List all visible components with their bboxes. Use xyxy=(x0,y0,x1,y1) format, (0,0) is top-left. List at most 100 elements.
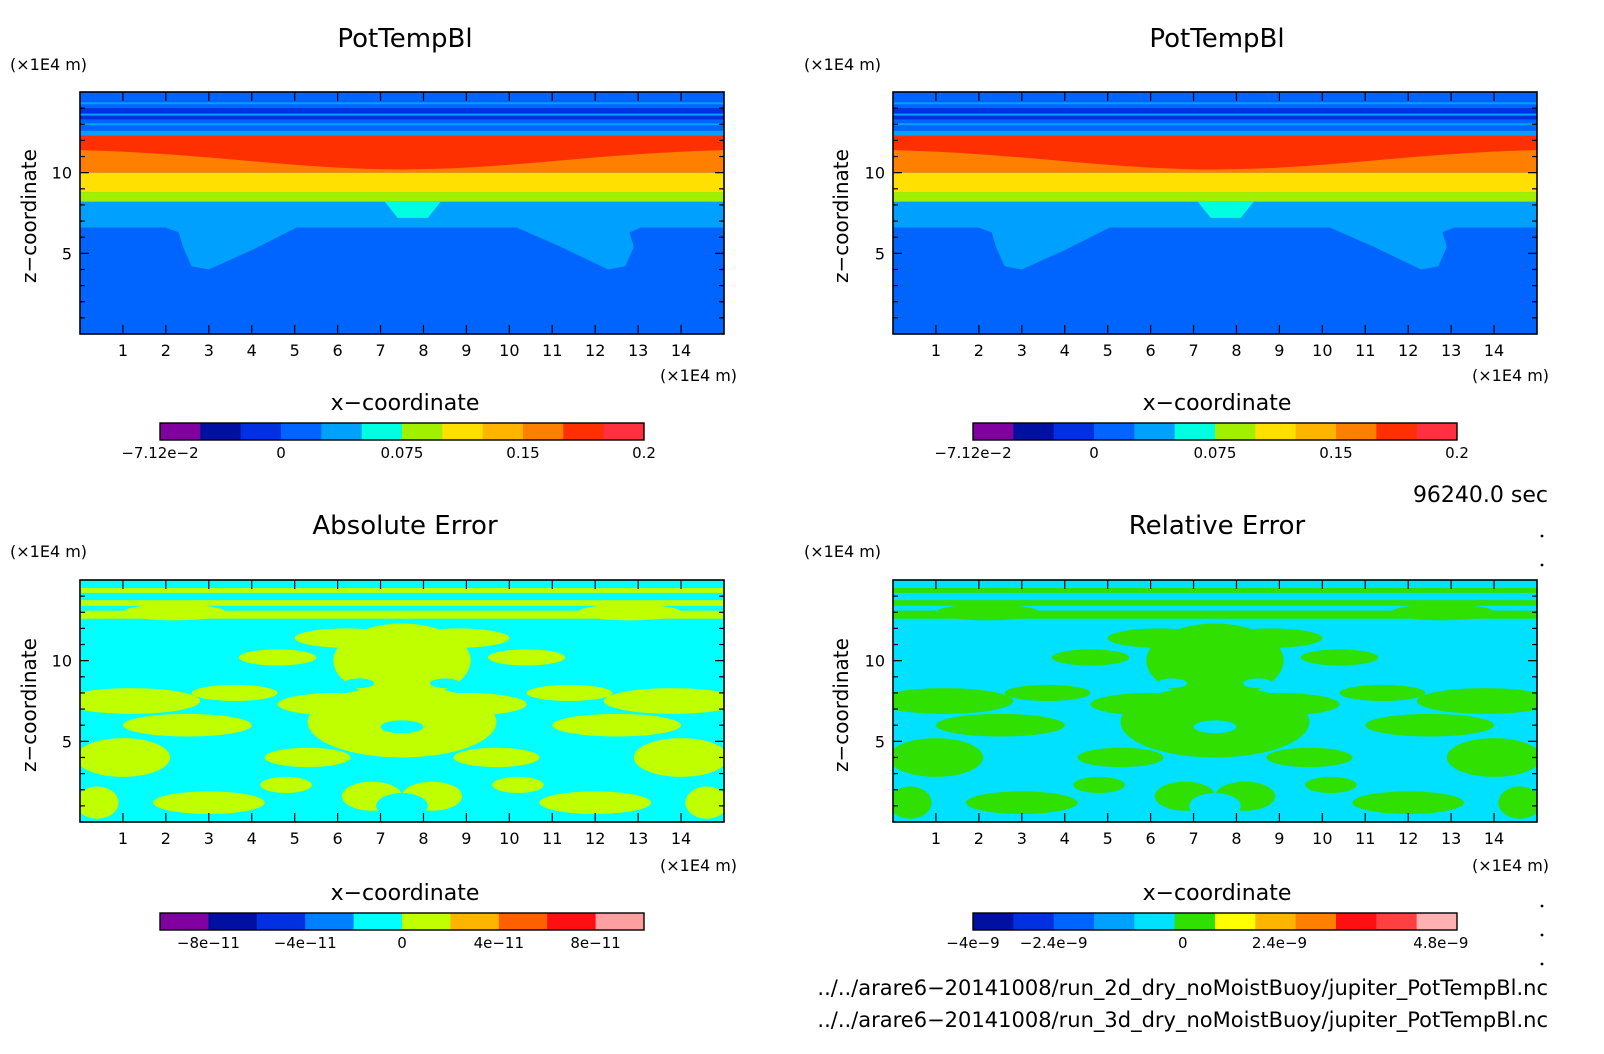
colorbar-frame xyxy=(159,422,645,441)
x-tick-label: 10 xyxy=(499,341,519,360)
error-hole xyxy=(376,792,428,819)
error-blob xyxy=(406,692,527,716)
x-unit-label: (×1E4 m) xyxy=(660,856,737,875)
colorbar-label: 8e−11 xyxy=(570,934,620,952)
error-blob xyxy=(1077,747,1164,768)
x-tick-label: 14 xyxy=(671,341,691,360)
colorbar-swatch xyxy=(1215,423,1256,440)
error-blob xyxy=(191,684,278,702)
x-tick-label: 4 xyxy=(1060,341,1070,360)
x-tick-label: 11 xyxy=(542,829,562,848)
x-tick-label: 11 xyxy=(542,341,562,360)
error-blob xyxy=(935,604,1039,621)
colorbar-swatch xyxy=(200,423,242,440)
y-tick-label: 5 xyxy=(875,732,885,751)
x-tick-label: 3 xyxy=(1017,341,1027,360)
y-tick-label: 10 xyxy=(865,164,885,183)
x-tick-label: 11 xyxy=(1355,829,1375,848)
contour-band-lime xyxy=(80,192,724,202)
contour-band-yellow xyxy=(80,172,724,193)
y-axis-label: z−coordinate xyxy=(829,638,853,772)
colorbar-swatch xyxy=(361,423,403,440)
colorbar-frame xyxy=(972,912,1458,931)
colorbar-label: 0.15 xyxy=(506,444,539,462)
colorbar-label: 0.2 xyxy=(632,444,656,462)
error-blob xyxy=(935,713,1065,737)
contour-stripe xyxy=(80,102,724,105)
x-tick-label: 7 xyxy=(1188,341,1198,360)
file-path-1: ../../arare6−20141008/run_2d_dry_noMoist… xyxy=(817,976,1548,1001)
error-blob xyxy=(1219,692,1340,716)
x-tick-label: 1 xyxy=(931,829,941,848)
panel-absolute-error: Absolute Error (×1E4 m) 1 2 3 4 5 6 7 8 9 10 11 12 1… xyxy=(10,511,737,952)
error-hole xyxy=(344,678,375,689)
dot-marker xyxy=(1540,904,1544,908)
x-tick-label: 13 xyxy=(628,341,648,360)
colorbar-swatch xyxy=(305,913,355,930)
x-axis-label: x−coordinate xyxy=(1143,391,1292,416)
colorbar-swatch xyxy=(603,423,645,440)
error-blob xyxy=(80,688,201,714)
plot-frame xyxy=(892,91,1538,335)
error-blob xyxy=(603,688,724,714)
y-unit-label: (×1E4 m) xyxy=(10,55,87,74)
colorbar-swatch xyxy=(1336,913,1377,930)
error-hole xyxy=(1242,678,1273,689)
colorbar-swatch xyxy=(256,913,306,930)
contour-center-cyan xyxy=(384,201,441,218)
y-axis-label: z−coordinate xyxy=(17,638,41,772)
error-blob xyxy=(893,738,984,777)
error-hole xyxy=(1157,678,1188,689)
error-blob xyxy=(453,747,540,768)
panel-title: Absolute Error xyxy=(312,511,498,541)
error-blob xyxy=(1107,628,1211,648)
error-blob xyxy=(152,791,265,814)
dot-marker xyxy=(1540,933,1544,937)
error-blob xyxy=(238,649,317,666)
error-stripe xyxy=(80,588,724,593)
contour-band-transition xyxy=(893,130,1537,136)
colorbar-swatch xyxy=(1255,423,1297,440)
x-unit-label: (×1E4 m) xyxy=(1472,366,1549,385)
contour-band-top xyxy=(80,92,724,109)
x-axis-label: x−coordinate xyxy=(331,881,480,906)
error-stripe xyxy=(893,610,1537,619)
colorbar: −7.12e−2 0 0.075 0.15 0.2 xyxy=(121,422,656,462)
contour-lobes-light xyxy=(80,204,724,270)
x-tick-label: 10 xyxy=(499,829,519,848)
error-blob xyxy=(578,604,682,621)
error-blob xyxy=(539,791,652,814)
x-tick-label: 1 xyxy=(118,829,128,848)
colorbar-swatch xyxy=(547,913,597,930)
error-blob xyxy=(1300,649,1379,666)
colorbar-swatch xyxy=(1053,423,1095,440)
error-blob xyxy=(1352,791,1465,814)
contour-stripe xyxy=(893,102,1537,105)
x-tick-label: 1 xyxy=(118,341,128,360)
colorbar-label: 4.8e−9 xyxy=(1413,934,1468,952)
error-blob xyxy=(80,738,171,777)
colorbar-swatch xyxy=(595,913,645,930)
x-tick-label: 9 xyxy=(461,829,471,848)
y-unit-label: (×1E4 m) xyxy=(804,542,881,561)
colorbar-swatch xyxy=(208,913,258,930)
contour-field xyxy=(893,92,1537,334)
contour-stripe xyxy=(80,113,724,116)
colorbar-swatch xyxy=(402,913,451,930)
error-stripe xyxy=(893,588,1537,593)
colorbar-label: 0.075 xyxy=(381,444,424,462)
time-label: 96240.0 sec xyxy=(1413,483,1548,508)
x-tick-label: 2 xyxy=(974,829,984,848)
error-hole xyxy=(429,678,460,689)
colorbar-swatch xyxy=(1013,913,1055,930)
error-blob xyxy=(122,604,226,621)
colorbar-swatch xyxy=(973,913,1014,930)
contour-band-red xyxy=(80,133,724,170)
x-unit-label: (×1E4 m) xyxy=(1472,856,1549,875)
colorbar-swatch xyxy=(160,423,201,440)
x-tick-label: 11 xyxy=(1355,341,1375,360)
colorbar-swatch xyxy=(1174,423,1216,440)
y-unit-label: (×1E4 m) xyxy=(10,542,87,561)
colorbar-swatch xyxy=(1094,423,1135,440)
error-blob xyxy=(526,684,613,702)
